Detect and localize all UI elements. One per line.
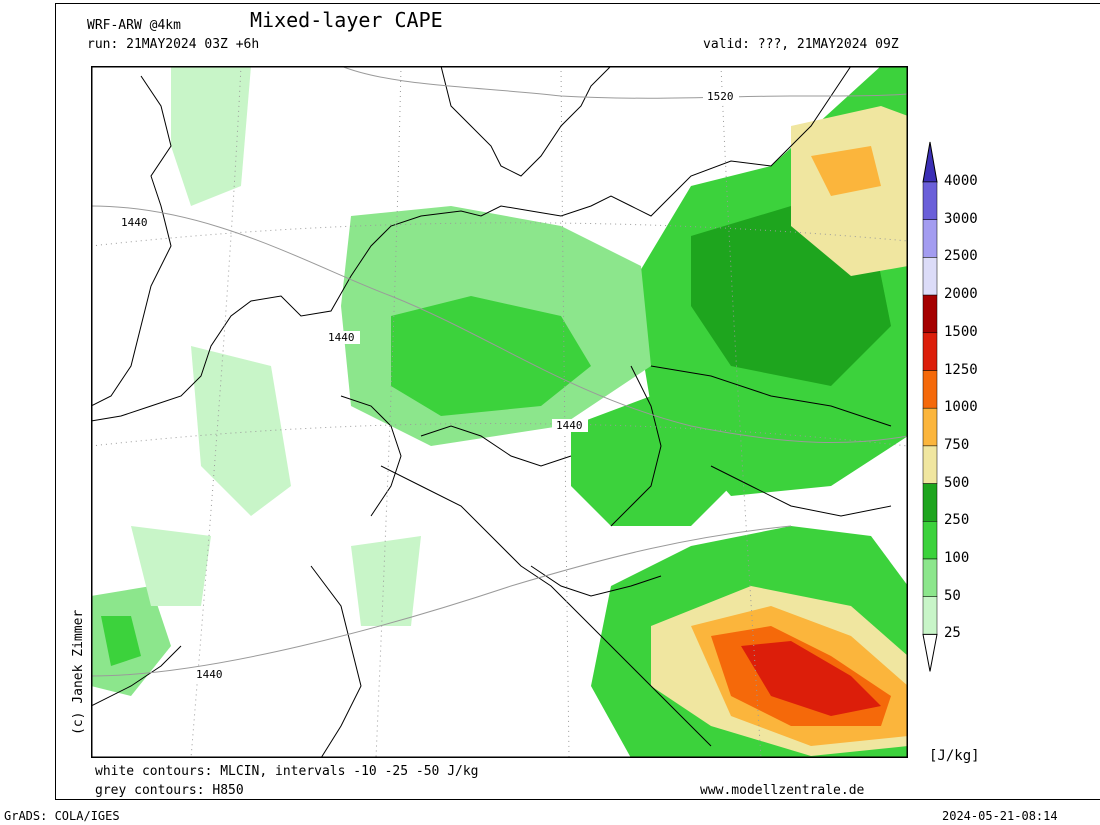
colorbar-swatch bbox=[922, 483, 938, 522]
colorbar-tick-label: 4000 bbox=[944, 173, 978, 189]
colorbar bbox=[922, 141, 938, 672]
website-label: www.modellzentrale.de bbox=[700, 783, 865, 798]
colorbar-tick-label: 1250 bbox=[944, 361, 978, 378]
colorbar-swatch bbox=[922, 596, 938, 635]
run-label: run: 21MAY2024 03Z +6h bbox=[87, 37, 260, 52]
h850-contours bbox=[91, 66, 908, 677]
credit-label: (c) Janek Zimmer bbox=[71, 609, 86, 735]
colorbar-tick-label: 50 bbox=[944, 587, 961, 604]
colorbar-swatch bbox=[922, 257, 938, 296]
colorbar-swatch bbox=[922, 294, 938, 334]
h850-note: grey contours: H850 bbox=[95, 783, 244, 798]
valid-label: valid: ???, 21MAY2024 09Z bbox=[703, 37, 899, 52]
colorbar-arrow-top bbox=[922, 141, 938, 183]
colorbar-tick-label: 2500 bbox=[944, 248, 978, 265]
colorbar-tick-label: 2000 bbox=[944, 286, 978, 303]
colorbar-swatch bbox=[922, 181, 938, 220]
map-border bbox=[91, 66, 908, 758]
colorbar-tick-label: 1000 bbox=[944, 399, 978, 416]
colorbar-swatch bbox=[922, 445, 938, 484]
contour-label: 1440 bbox=[328, 331, 355, 344]
contour-label: 1520 bbox=[707, 90, 734, 103]
contour-label: 1440 bbox=[121, 216, 148, 229]
figure-frame bbox=[55, 3, 1100, 800]
colorbar-tick-label: 750 bbox=[944, 436, 970, 453]
grads-label: GrADS: COLA/IGES bbox=[4, 809, 120, 823]
colorbar-unit: [J/kg] bbox=[929, 748, 980, 764]
colorbar-arrow-bottom bbox=[922, 633, 938, 672]
cape-map: 1520 1440 1440 1440 1440 bbox=[91, 66, 908, 758]
chart-title: Mixed-layer CAPE bbox=[250, 8, 443, 32]
contour-label: 1440 bbox=[196, 668, 223, 681]
colorbar-swatch bbox=[922, 407, 938, 447]
colorbar-swatch bbox=[922, 558, 938, 597]
colorbar-tick-label: 1500 bbox=[944, 323, 978, 340]
model-label: WRF-ARW @4km bbox=[87, 18, 181, 33]
latlon-grid bbox=[91, 66, 908, 758]
colorbar-tick-label: 25 bbox=[944, 625, 961, 642]
coastlines bbox=[91, 66, 892, 758]
contour-labels: 1520 1440 1440 1440 1440 bbox=[117, 90, 739, 681]
colorbar-swatch bbox=[922, 521, 938, 560]
contour-label: 1440 bbox=[556, 419, 583, 432]
colorbar-tick-label: 500 bbox=[944, 474, 970, 491]
colorbar-swatch bbox=[922, 332, 938, 371]
timestamp-label: 2024-05-21-08:14 bbox=[942, 809, 1058, 823]
cape-shading bbox=[91, 66, 908, 758]
colorbar-swatch bbox=[922, 219, 938, 258]
cin-note: white contours: MLCIN, intervals -10 -25… bbox=[95, 764, 479, 779]
colorbar-tick-label: 3000 bbox=[944, 210, 978, 227]
colorbar-tick-label: 100 bbox=[944, 550, 970, 566]
colorbar-swatch bbox=[922, 370, 938, 409]
colorbar-tick-label: 250 bbox=[944, 512, 970, 529]
